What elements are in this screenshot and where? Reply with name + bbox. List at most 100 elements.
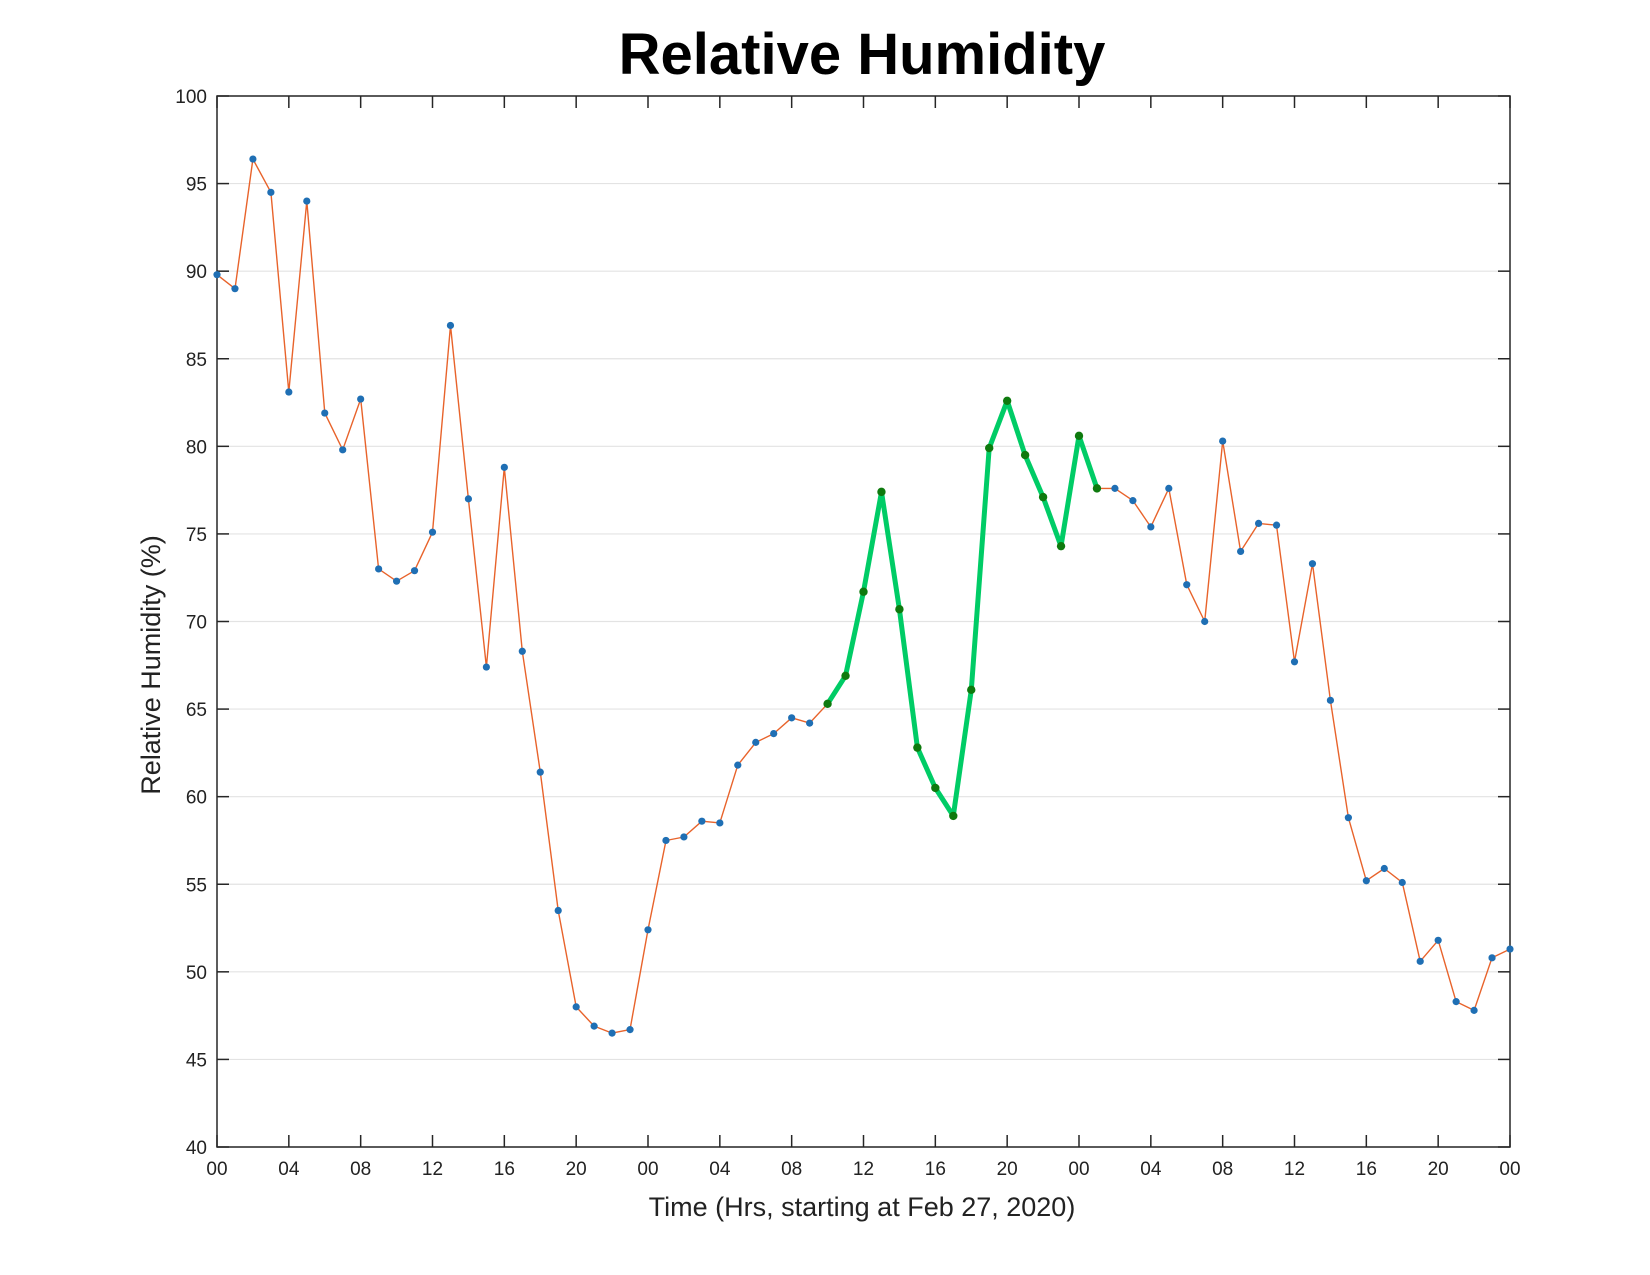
data-point (1183, 581, 1191, 589)
chart-title: Relative Humidity (619, 22, 1106, 87)
data-point (1219, 437, 1227, 445)
data-point (410, 567, 419, 575)
data-point (698, 817, 706, 825)
data-point (1416, 957, 1424, 965)
data-point (1470, 1006, 1478, 1014)
data-point (644, 926, 652, 934)
y-tick-label: 85 (186, 350, 207, 371)
data-point (500, 463, 508, 471)
data-point (626, 1026, 634, 1034)
data-point (680, 833, 688, 841)
data-point (464, 495, 473, 503)
x-tick-label: 08 (781, 1159, 802, 1180)
highlight-data-point (1038, 492, 1048, 502)
x-tick-label: 20 (1428, 1159, 1449, 1180)
data-point (752, 738, 760, 746)
x-tick-label: 04 (1140, 1159, 1162, 1180)
data-point (788, 714, 796, 722)
data-point (1290, 658, 1299, 666)
data-point (1506, 945, 1514, 953)
data-point (554, 906, 562, 915)
data-point (249, 155, 257, 163)
x-tick-label: 20 (566, 1159, 587, 1180)
highlight-data-point (1056, 541, 1066, 551)
highlight-data-point (877, 487, 886, 497)
data-point (536, 768, 544, 776)
highlight-data-point (985, 443, 994, 453)
data-point (1254, 519, 1263, 528)
data-point (1362, 877, 1370, 885)
highlight-data-point (895, 605, 904, 614)
data-point (392, 577, 401, 585)
x-tick-label: 08 (1212, 1159, 1233, 1180)
y-tick-label: 75 (186, 525, 207, 546)
data-point (1272, 521, 1281, 529)
y-tick-label: 45 (186, 1050, 207, 1071)
highlight-data-point (1074, 431, 1084, 441)
x-tick-label: 12 (422, 1159, 443, 1180)
x-tick-label: 12 (1284, 1159, 1305, 1180)
x-tick-label: 04 (278, 1159, 300, 1180)
data-point (1344, 814, 1352, 822)
data-point (1434, 936, 1442, 944)
highlight-data-point (859, 587, 868, 596)
y-tick-label: 80 (186, 437, 207, 458)
x-tick-label: 00 (1068, 1159, 1089, 1180)
x-tick-label: 00 (1499, 1159, 1520, 1180)
data-point (213, 271, 221, 279)
data-point (428, 528, 437, 536)
data-point (446, 321, 455, 330)
x-tick-label: 16 (925, 1159, 946, 1180)
data-point (716, 819, 724, 827)
data-point (1237, 547, 1245, 556)
y-tick-label: 55 (186, 875, 207, 896)
x-tick-label: 00 (206, 1159, 227, 1180)
x-tick-label: 08 (350, 1159, 371, 1180)
data-series (213, 155, 1514, 1037)
x-tick-label: 20 (997, 1159, 1018, 1180)
y-tick-label: 70 (186, 613, 207, 634)
highlight-data-point (913, 743, 922, 752)
highlight-data-point (1092, 484, 1102, 493)
data-point (518, 647, 526, 655)
highlight-data-point (931, 783, 940, 793)
y-tick-label: 95 (186, 175, 207, 196)
data-point (1326, 696, 1335, 704)
data-point (1165, 484, 1173, 492)
data-point (303, 197, 311, 205)
x-axis-label: Time (Hrs, starting at Feb 27, 2020) (649, 1192, 1076, 1222)
data-point (662, 836, 670, 845)
data-point (1201, 617, 1209, 626)
data-point (375, 565, 383, 573)
highlight-data-point (823, 699, 832, 709)
highlight-series-line (825, 398, 1100, 819)
data-point (285, 388, 293, 396)
y-tick-label: 50 (186, 963, 207, 984)
axis-ticks: 40 45 50 55 60 65 70 75 80 85 90 95 100 00 04 08 12 16 20 0… (175, 87, 1520, 1180)
highlight-data-point (841, 671, 850, 681)
data-point (1380, 864, 1388, 873)
y-tick-label: 100 (175, 87, 207, 108)
data-point (267, 188, 275, 196)
x-tick-label: 16 (494, 1159, 515, 1180)
data-point (608, 1029, 616, 1037)
data-point (1452, 998, 1460, 1006)
data-point (482, 663, 490, 671)
data-point (321, 409, 329, 417)
highlight-data-point (949, 811, 958, 821)
data-point (1129, 497, 1137, 505)
y-axis-label: Relative Humidity (%) (136, 535, 166, 795)
highlight-data-point (967, 685, 976, 695)
x-tick-label: 16 (1356, 1159, 1377, 1180)
x-tick-label: 04 (709, 1159, 731, 1180)
data-point (770, 730, 778, 738)
y-tick-label: 90 (186, 262, 207, 283)
highlight-data-point (1002, 396, 1012, 405)
data-point (734, 761, 742, 769)
data-point (339, 446, 347, 454)
data-point (590, 1022, 598, 1030)
data-point (1308, 560, 1317, 568)
y-tick-label: 40 (186, 1138, 207, 1159)
